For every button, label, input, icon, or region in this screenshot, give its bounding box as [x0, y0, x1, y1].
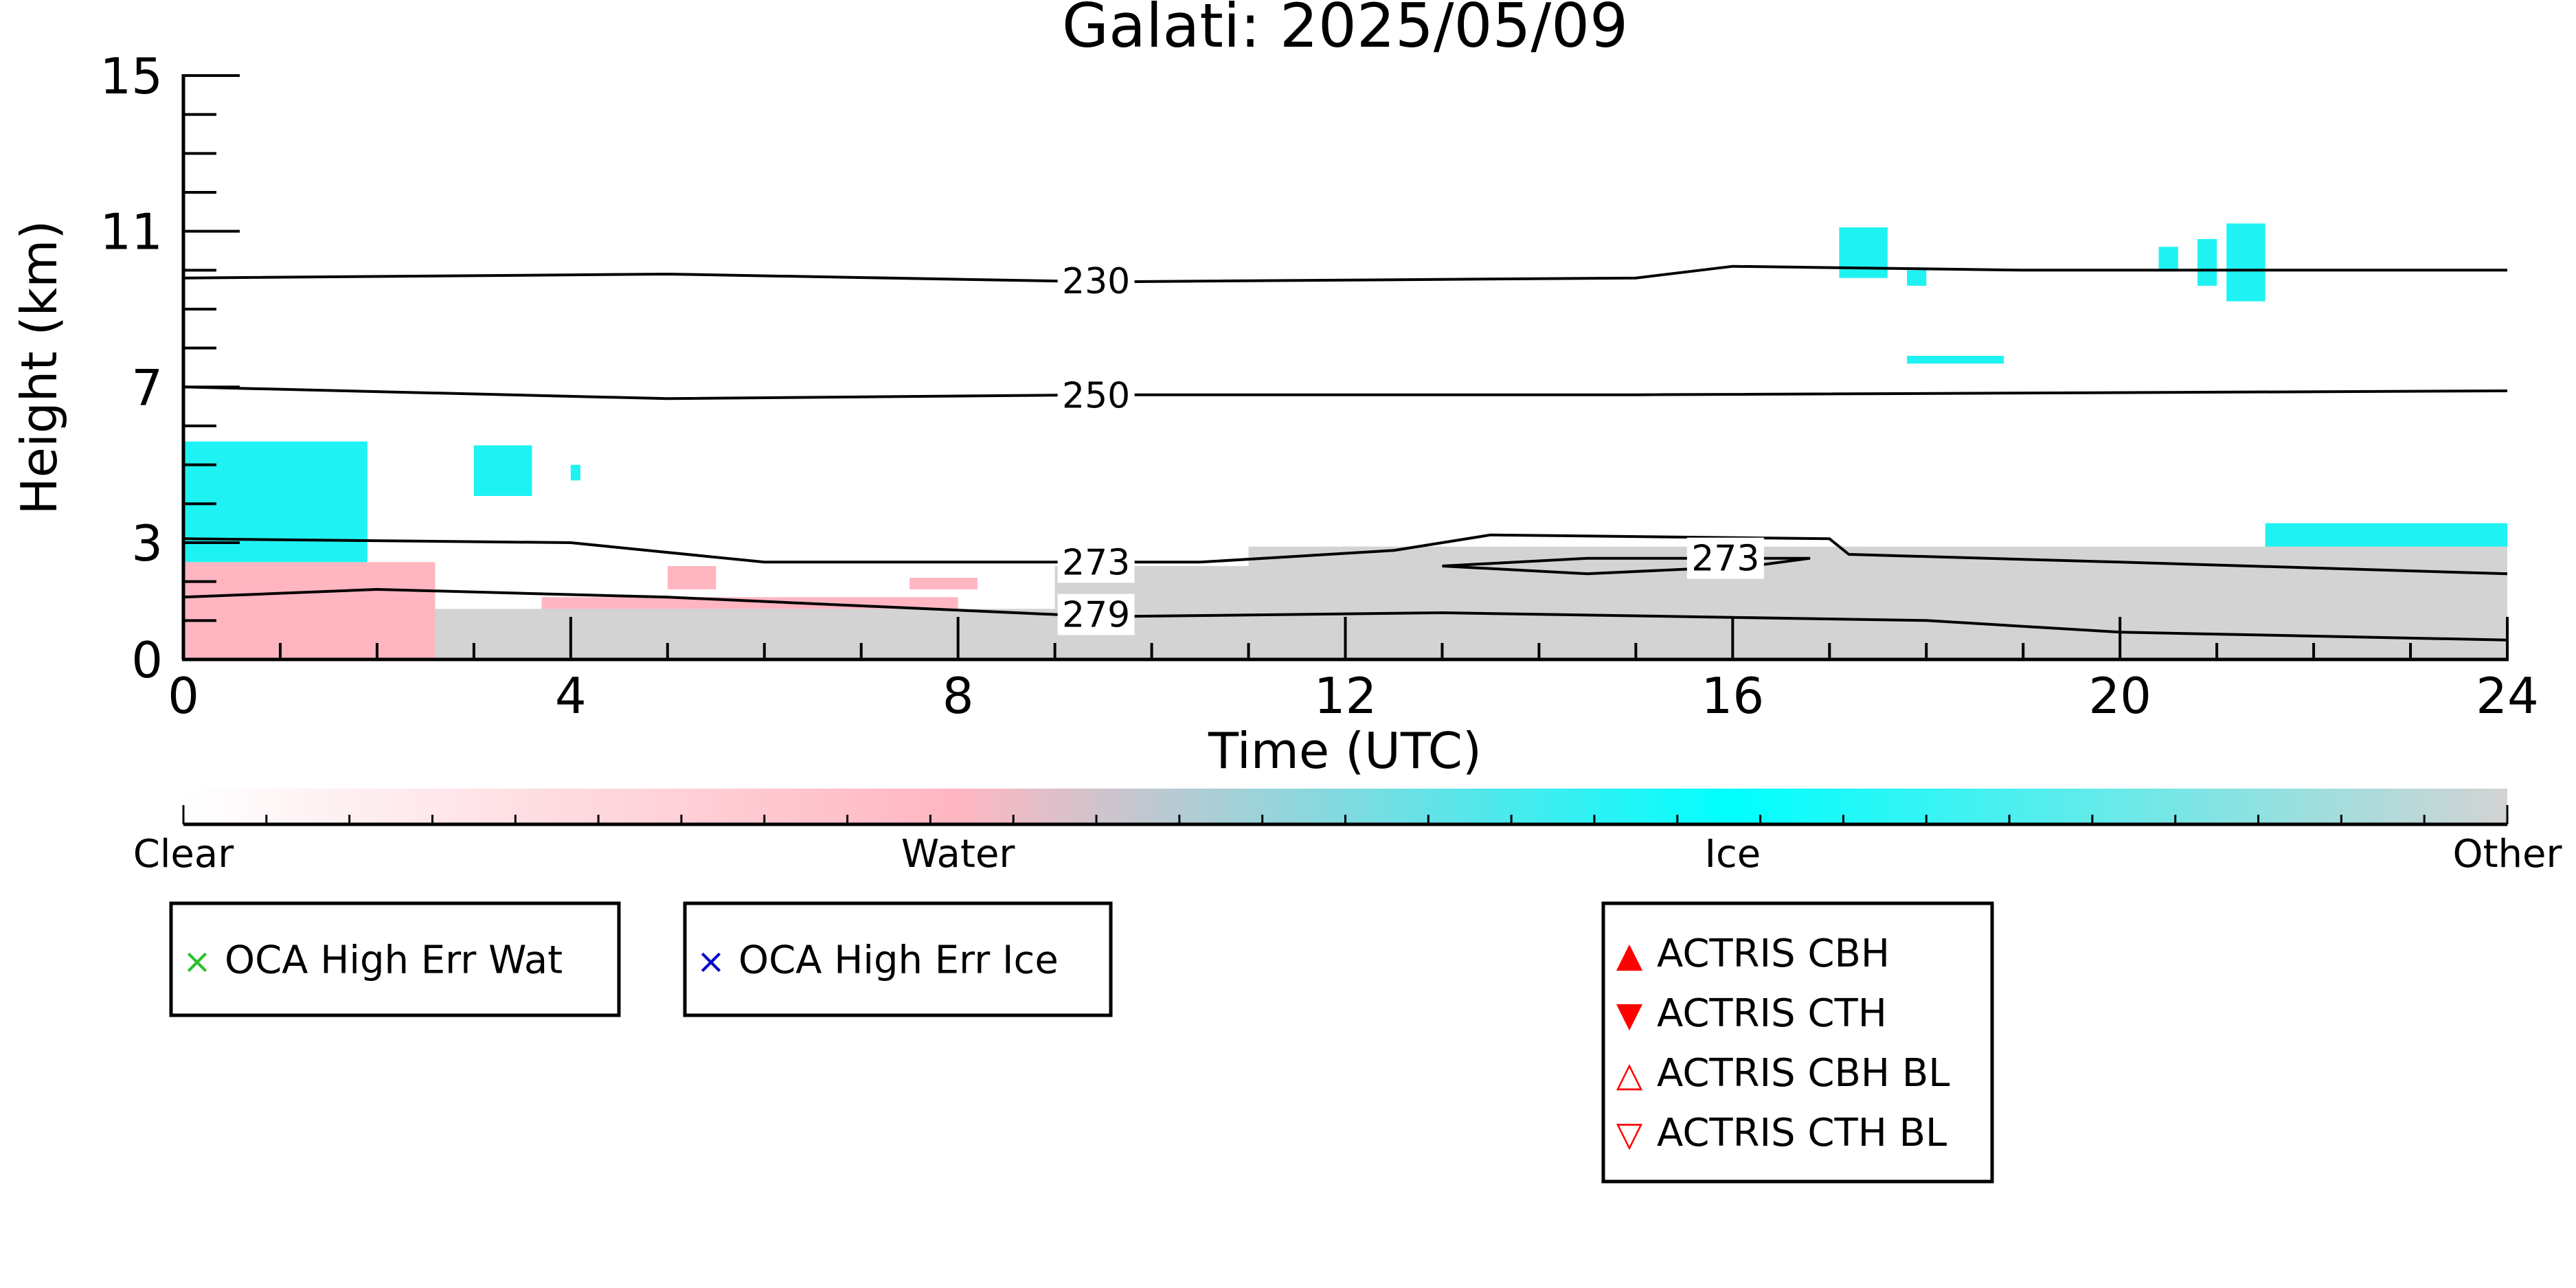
x-tick-label: 16: [1702, 667, 1765, 725]
region-ice: [1907, 356, 2004, 364]
x-tick-label: 20: [2088, 667, 2151, 725]
legend-box: × OCA High Err Wat: [169, 901, 621, 1017]
y-tick-label: 0: [131, 631, 163, 689]
isotherm-line-230: [183, 264, 2507, 284]
isotherm-label-279: 279: [1062, 595, 1130, 636]
legend-frame: [1601, 901, 1994, 1184]
legend-frame: [169, 901, 621, 1017]
chart-title: Galati: 2025/05/09: [1062, 0, 1628, 61]
region-other: [1974, 578, 2507, 659]
y-axis-label: Height (km): [10, 221, 68, 515]
isotherm-label-bg: [1057, 594, 1135, 635]
region-ice: [570, 464, 580, 481]
isotherm-label-273: 273: [1062, 542, 1130, 583]
legend-entry-label: OCA High Err Wat: [225, 938, 563, 983]
colorbar-label: Water: [901, 832, 1016, 877]
isotherm-contours: 230 250 273 279 273: [183, 260, 2507, 642]
legend-entry-label: ACTRIS CTH: [1657, 991, 1887, 1036]
region-water: [183, 562, 436, 659]
x-axis-ticks: 0 4 8 12 16 20 24: [168, 617, 2539, 725]
isotherm-label-250: 250: [1062, 375, 1130, 416]
x-tick-label: 4: [555, 667, 587, 725]
y-tick-label: 3: [131, 515, 163, 572]
region-ice: [1907, 270, 1927, 286]
legend-marker: ▼: [1616, 995, 1643, 1035]
isotherm-label-230: 230: [1062, 261, 1130, 302]
region-ice: [2226, 223, 2266, 302]
isotherm-label-bg: [1057, 374, 1135, 416]
region-water: [909, 578, 978, 589]
colorbar-label: Clear: [133, 832, 234, 877]
y-tick-label: 7: [131, 359, 163, 416]
x-tick-label: 24: [2476, 667, 2539, 725]
isotherm-label-bg: [1686, 537, 1764, 579]
colorbar-labels: Clear Water Ice Other: [133, 832, 2563, 877]
isotherm-label-bg: [1057, 541, 1135, 583]
legend-entry-label: OCA High Err Ice: [738, 938, 1059, 983]
legend-entry-label: ACTRIS CBH: [1657, 931, 1890, 976]
isotherm-line-273: [1442, 556, 1811, 576]
region-ice: [2158, 247, 2178, 271]
legend-marker: ▲: [1616, 935, 1643, 975]
region-ice: [473, 445, 532, 496]
region-ice: [2197, 239, 2217, 286]
y-axis-ticks: 0 3 7 11 15: [100, 47, 240, 689]
legend-box: ▲ ACTRIS CBH ▼ ACTRIS CTH △ ACTRIS CBH BL ▽ ACT…: [1601, 901, 1994, 1184]
y-tick-label: 15: [100, 47, 163, 105]
y-tick-label: 11: [100, 203, 163, 261]
x-axis-label: Time (UTC): [1208, 722, 1482, 780]
colorbar-ticks: [182, 805, 2509, 824]
colorbar-label: Ice: [1704, 832, 1761, 877]
legend-frame: [683, 901, 1113, 1017]
legend-marker: ×: [697, 942, 725, 982]
legend-boxes: × OCA High Err Wat × OCA High Err Ice ▲ ACTRI…: [169, 901, 1994, 1184]
isotherm-line-250: [183, 385, 2507, 400]
colorbar-label: Other: [2452, 832, 2562, 877]
isotherm-line-279: [183, 587, 2507, 642]
isotherm-label-bg: [1057, 260, 1135, 302]
region-water: [667, 566, 716, 589]
isotherm-line-273: [183, 533, 2507, 576]
legend-box: × OCA High Err Ice: [683, 901, 1113, 1017]
legend-marker: ×: [183, 942, 212, 982]
x-tick-label: 0: [168, 667, 199, 725]
x-tick-label: 8: [942, 667, 974, 725]
x-tick-label: 12: [1314, 667, 1377, 725]
legend-entry-label: ACTRIS CTH BL: [1657, 1111, 1947, 1155]
legend-marker: ▽: [1616, 1114, 1643, 1154]
isotherm-label-273: 273: [1691, 539, 1759, 580]
legend-entry-label: ACTRIS CBH BL: [1657, 1051, 1950, 1096]
legend-marker: △: [1616, 1054, 1643, 1094]
region-ice: [1839, 227, 1888, 278]
